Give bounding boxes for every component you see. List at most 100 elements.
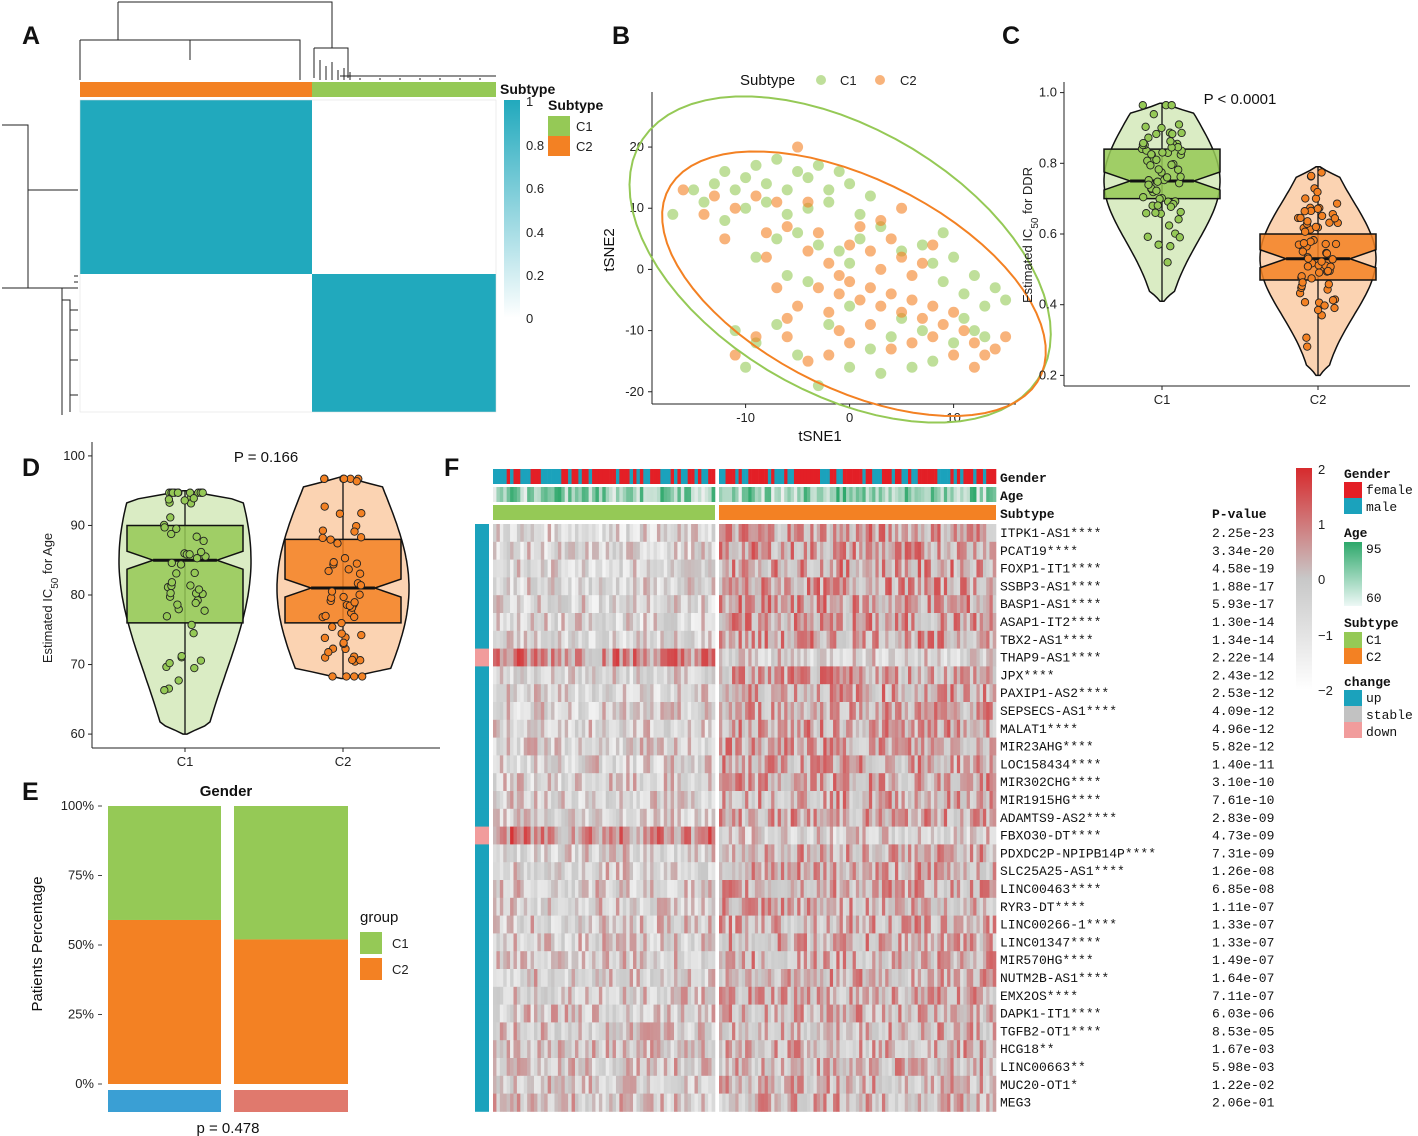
heatmap-cell	[523, 702, 528, 721]
heatmap-cell	[754, 666, 759, 685]
x-tick-label: C1	[1154, 392, 1171, 407]
heatmap-cell	[797, 826, 801, 845]
scatter-point-c2	[885, 288, 897, 300]
heatmap-cell	[544, 844, 548, 863]
heatmap-cell	[643, 826, 647, 845]
heatmap-cell	[771, 666, 775, 685]
heatmap-cell	[598, 577, 603, 596]
heatmap-cell	[761, 826, 765, 845]
heatmap-cell	[767, 702, 772, 721]
heatmap-cell	[888, 541, 893, 560]
heatmap-cell	[767, 862, 772, 881]
heatmap-cell	[571, 684, 576, 703]
heatmap-cell	[846, 755, 850, 774]
heatmap-cell	[986, 541, 990, 560]
heatmap-cell	[530, 702, 535, 721]
heatmap-cell	[738, 755, 743, 774]
data-point-c2	[340, 554, 350, 563]
scatter-point-c2	[802, 355, 814, 367]
heatmap-cell	[694, 862, 699, 881]
heatmap-cell	[557, 933, 562, 952]
heatmap-cell	[829, 986, 834, 1005]
heatmap-cell	[499, 880, 504, 899]
heatmap-cell	[953, 613, 958, 632]
heatmap-cell	[793, 933, 798, 952]
heatmap-cell	[605, 630, 610, 649]
heatmap-cell	[943, 577, 948, 596]
heatmap-cell	[982, 666, 987, 685]
heatmap-cell	[982, 915, 987, 934]
heatmap-cell	[602, 986, 607, 1005]
heatmap-cell	[927, 808, 932, 827]
heatmap-cell	[826, 791, 831, 810]
heatmap-cell	[780, 826, 785, 845]
heatmap-cell	[852, 559, 857, 578]
heatmap-cell	[605, 1004, 610, 1023]
heatmap-cell	[701, 702, 706, 721]
heatmap-cell	[803, 880, 808, 899]
heatmap-cell	[653, 880, 658, 899]
heatmap-cell	[836, 986, 840, 1005]
heatmap-cell	[992, 684, 997, 703]
heatmap-cell	[540, 702, 545, 721]
heatmap-cell	[551, 755, 555, 774]
heatmap-cell	[966, 986, 971, 1005]
heatmap-cell	[493, 969, 497, 988]
heatmap-cell	[636, 595, 641, 614]
heatmap-cell	[833, 524, 837, 543]
heatmap-cell	[921, 915, 925, 934]
heatmap-cell	[767, 577, 772, 596]
heatmap-cell	[908, 630, 912, 649]
heatmap-cell	[806, 897, 811, 916]
heatmap-cell	[719, 666, 723, 685]
heatmap-cell	[800, 880, 805, 899]
heatmap-cell	[894, 630, 899, 649]
heatmap-cell	[829, 577, 834, 596]
heatmap-cell	[881, 826, 886, 845]
heatmap-cell	[891, 684, 896, 703]
data-point-c2	[1300, 298, 1310, 307]
heatmap-cell	[800, 595, 805, 614]
heatmap-cell	[784, 702, 788, 721]
heatmap-cell	[622, 524, 627, 543]
heatmap-cell	[969, 666, 974, 685]
heatmap-cell	[602, 897, 607, 916]
heatmap-cell	[615, 541, 620, 560]
heatmap-cell	[516, 773, 521, 792]
age-cell	[934, 487, 938, 502]
heatmap-cell	[754, 595, 759, 614]
scatter-point-c1	[740, 172, 752, 184]
age-cell	[898, 487, 902, 502]
heatmap-cell	[826, 755, 831, 774]
heatmap-cell	[694, 791, 699, 810]
heatmap-cell	[554, 737, 559, 756]
heatmap-cell	[800, 666, 805, 685]
heatmap-cell	[646, 684, 651, 703]
heatmap-cell	[754, 844, 759, 863]
heatmap-cell	[826, 719, 831, 738]
heatmap-cell	[646, 986, 651, 1005]
heatmap-cell	[846, 630, 850, 649]
heatmap-cell	[609, 773, 613, 792]
heatmap-cell	[527, 755, 531, 774]
heatmap-cell	[982, 702, 987, 721]
heatmap-cell	[934, 986, 938, 1005]
heatmap-cell	[711, 524, 716, 543]
gender-cell	[506, 469, 511, 484]
heatmap-cell	[930, 702, 935, 721]
heatmap-cell	[904, 666, 909, 685]
heatmap-cell	[725, 897, 730, 916]
age-cell	[872, 487, 876, 502]
heatmap-cell	[852, 613, 857, 632]
dendrogram-left	[2, 124, 78, 415]
heatmap-cell	[516, 666, 521, 685]
heatmap-cell	[585, 559, 589, 578]
heatmap-cell	[701, 1004, 706, 1023]
heatmap-cell	[751, 862, 756, 881]
heatmap-cell	[901, 808, 906, 827]
heatmap-cell	[891, 808, 896, 827]
heatmap-cell	[643, 719, 647, 738]
heatmap-cell	[694, 524, 699, 543]
heatmap-cell	[891, 524, 896, 543]
